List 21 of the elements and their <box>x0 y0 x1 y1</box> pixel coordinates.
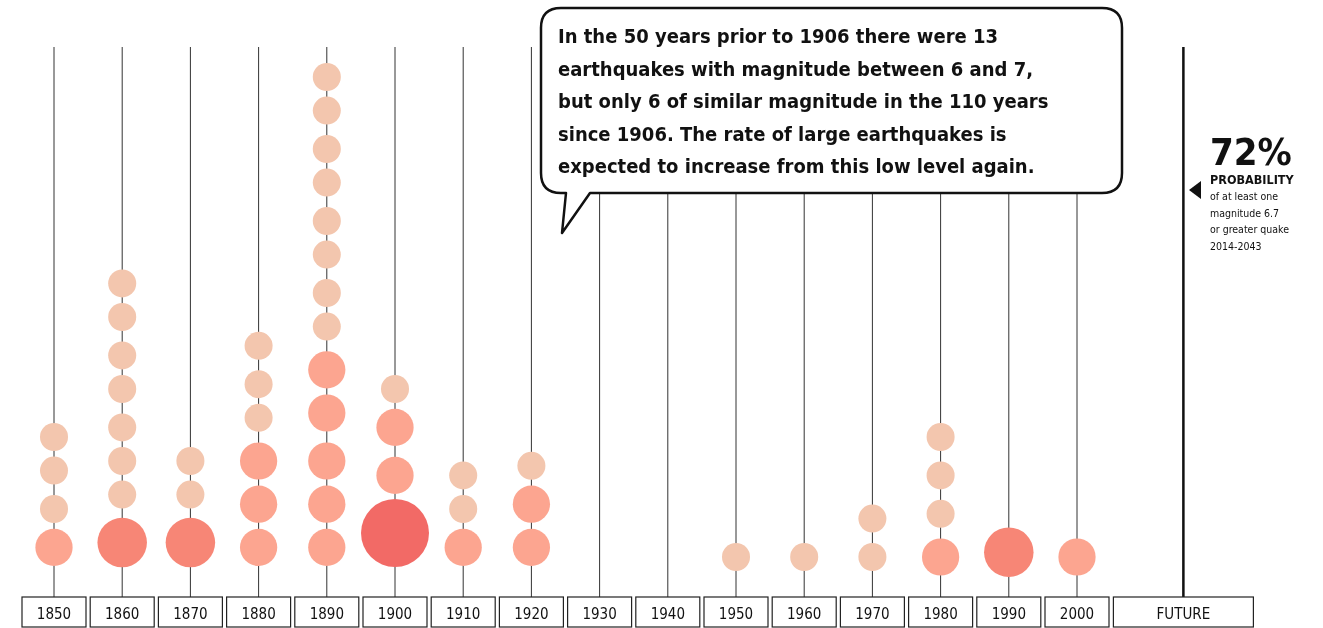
x-tick-label: 1900 <box>377 605 413 623</box>
x-tick-label: 2000 <box>1059 605 1095 623</box>
x-tick-label: 1930 <box>582 605 617 623</box>
x-tick-label: 1920 <box>514 605 549 623</box>
x-tick-label: FUTURE <box>1156 605 1211 623</box>
annotation: PROBABILITY <box>1210 172 1295 187</box>
x-tick-label: 1860 <box>105 605 140 623</box>
x-tick-label: 1950 <box>718 605 754 623</box>
x-tick-label: 1870 <box>173 605 208 623</box>
x-tick-label: 1940 <box>650 605 685 623</box>
annotation: 72% <box>1210 130 1292 174</box>
annotation: of at least one magnitude 6.7 or greater quake 2014-2043 <box>1210 190 1290 252</box>
x-tick-label: 1890 <box>309 605 344 623</box>
x-tick-label: 1910 <box>446 605 481 623</box>
x-tick-label: 1990 <box>991 605 1026 623</box>
annotation: In the 50 years prior to 1906 there were 13 earthquakes with magnitude between 6 and 7, but only 6 of similar magnitude in the 110 years since 1906. The rate of large earthquakes is expected to increase from this low level again. <box>558 24 1049 178</box>
x-tick-label: 1970 <box>855 605 890 623</box>
x-tick-label: 1960 <box>787 605 822 623</box>
x-tick-label: 1850 <box>36 605 72 623</box>
x-tick-label: 1880 <box>241 605 276 623</box>
x-tick-label: 1980 <box>923 605 958 623</box>
